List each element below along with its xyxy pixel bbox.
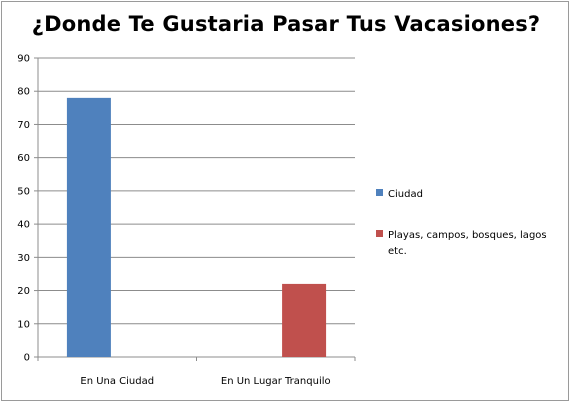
legend-label-ciudad: Ciudad (388, 189, 423, 200)
y-tick-label-10: 10 (17, 319, 30, 330)
y-tick-label-50: 50 (17, 186, 30, 197)
x-category-label-0: En Una Ciudad (80, 376, 154, 387)
legend: Ciudad Playas, campos, bosques, lagos et… (376, 189, 547, 257)
y-tick-label-20: 20 (17, 286, 30, 297)
chart-title: ¿Donde Te Gustaria Pasar Tus Vacasiones? (31, 12, 541, 36)
y-tick-label-70: 70 (17, 120, 30, 131)
y-tick-label-40: 40 (17, 220, 30, 231)
legend-label-playas-line-2: etc. (388, 246, 407, 257)
legend-swatch-ciudad (376, 189, 383, 196)
bars (66, 97, 327, 357)
bar-ciudad-0 (66, 97, 111, 357)
legend-swatch-playas (376, 230, 383, 237)
y-tick-labels: 0 10 20 30 40 50 60 70 80 90 (17, 54, 30, 364)
x-category-labels: En Una Ciudad En Un Lugar Tranquilo (80, 376, 330, 387)
x-category-label-1: En Un Lugar Tranquilo (221, 376, 331, 387)
y-tick-label-90: 90 (17, 54, 30, 65)
bar-playas-1 (282, 283, 327, 357)
y-tick-label-0: 0 (24, 353, 30, 364)
y-tick-label-80: 80 (17, 87, 30, 98)
y-tick-label-60: 60 (17, 153, 30, 164)
y-tick-label-30: 30 (17, 253, 30, 264)
legend-label-playas-line-1: Playas, campos, bosques, lagos (388, 230, 547, 241)
